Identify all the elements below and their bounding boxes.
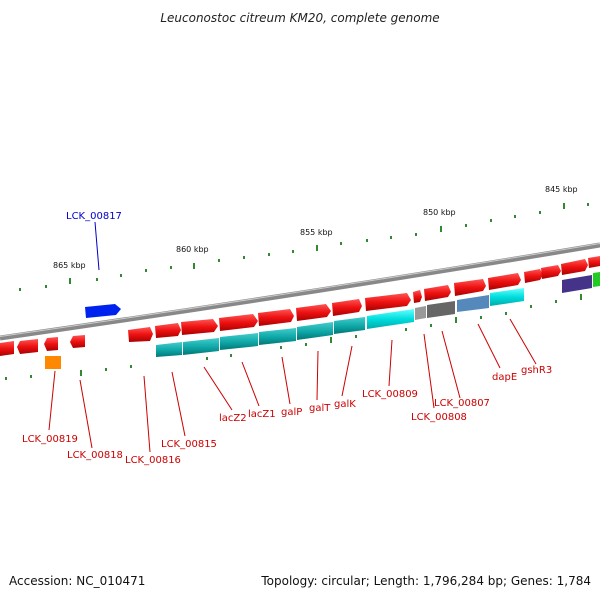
gene-lck00816[interactable] [156,342,182,357]
tick-label-845: 845 kbp [545,185,578,194]
forward-genes [128,256,600,342]
gene-green[interactable] [593,272,600,287]
gene-galP[interactable] [297,322,333,340]
gene-rev-3[interactable] [44,337,58,351]
label-lck00816: LCK_00816 [125,455,181,466]
gene-rev-1[interactable] [0,341,14,356]
label-galT: galT [309,403,331,414]
label-lck00817: LCK_00817 [66,211,122,222]
leader-lines [48,221,537,453]
label-dapE: dapE [492,372,517,383]
gene-lck00807[interactable] [457,295,489,312]
gene-fwd-6[interactable] [296,304,331,321]
gene-fwd-3[interactable] [181,319,218,335]
gene-fwd-11[interactable] [454,279,486,296]
map-title: Leuconostoc citreum KM20, complete genom… [160,11,439,25]
tick-label-860: 860 kbp [176,245,209,254]
label-galK: galK [334,399,356,410]
topology-text: Topology: circular; Length: 1,796,284 bp… [260,574,591,588]
gene-fwd-12[interactable] [488,273,521,290]
label-lck00808: LCK_00808 [411,412,467,423]
label-lacZ2: lacZ2 [219,413,247,424]
label-lck00819: LCK_00819 [22,434,78,445]
gene-galK[interactable] [367,309,414,329]
tick-label-855: 855 kbp [300,228,333,237]
gene-galT[interactable] [334,317,365,334]
gene-labels: LCK_00817 LCK_00819 LCK_00818 LCK_00816 … [22,211,552,466]
gene-fwd-13[interactable] [524,269,543,283]
label-lck00818: LCK_00818 [67,450,123,461]
gene-fwd-5[interactable] [258,309,294,326]
tick-label-865: 865 kbp [53,261,86,270]
gene-lck00815[interactable] [183,338,219,355]
gene-lacZ2[interactable] [220,333,258,350]
label-lacZ1: lacZ1 [248,409,276,420]
gene-fwd-2[interactable] [155,323,181,338]
tick-label-850: 850 kbp [423,208,456,217]
gene-rev-2[interactable] [17,339,38,354]
genome-backbone [0,242,600,341]
label-gshR3: gshR3 [521,365,552,376]
label-lck00815: LCK_00815 [161,439,217,450]
gene-gshR3[interactable] [562,275,592,293]
gene-lacZ1[interactable] [259,328,296,345]
gene-fwd-8[interactable] [365,293,411,311]
gene-fwd-14[interactable] [541,265,561,279]
reverse-genes [0,272,600,369]
label-lck00809: LCK_00809 [362,389,418,400]
gene-fwd-4[interactable] [219,314,258,331]
gene-rev-4[interactable] [70,335,85,348]
gene-lck00819[interactable] [45,356,61,369]
gene-fwd-9[interactable] [413,290,422,303]
inner-ticks [5,294,582,380]
gene-fwd-15[interactable] [561,259,588,275]
scale-ticks [19,203,589,291]
gene-lck00809[interactable] [415,306,426,320]
gene-fwd-16[interactable] [588,256,600,268]
gene-fwd-10[interactable] [424,285,451,301]
accession-text: Accession: NC_010471 [9,574,145,588]
scale-labels: 845 kbp 850 kbp 855 kbp 860 kbp 865 kbp [53,185,578,270]
gene-lck00817[interactable] [85,304,121,318]
label-galP: galP [281,407,302,418]
label-lck00807: LCK_00807 [434,398,490,409]
gene-lck00808[interactable] [427,301,455,318]
gene-fwd-1[interactable] [128,327,153,342]
gene-dapE[interactable] [490,288,524,306]
gene-fwd-7[interactable] [332,299,362,316]
